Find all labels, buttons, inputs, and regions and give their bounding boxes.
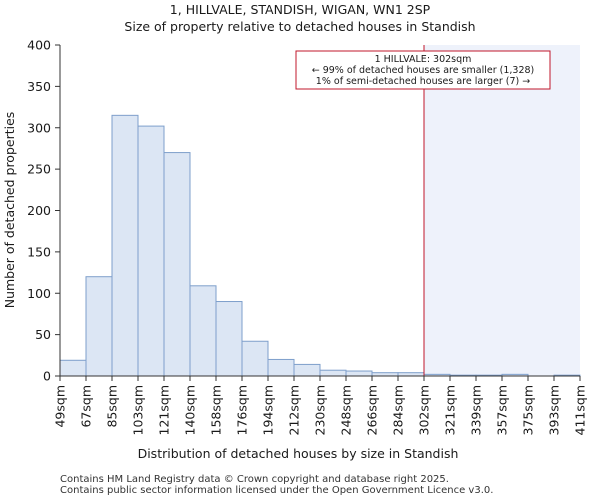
histogram-bar: [319, 369, 347, 377]
x-tick-label: 103sqm: [131, 385, 146, 435]
chart-subtitle: Size of property relative to detached ho…: [124, 19, 476, 34]
x-tick-label: 85sqm: [105, 385, 120, 428]
y-tick-label: 0: [43, 369, 51, 384]
x-tick-label: 375sqm: [521, 385, 536, 435]
x-tick-label: 248sqm: [339, 385, 354, 435]
chart-title: 1, HILLVALE, STANDISH, WIGAN, WN1 2SP: [169, 2, 431, 17]
x-tick-label: 194sqm: [261, 385, 276, 435]
y-tick-label: 150: [27, 244, 51, 259]
x-tick-label: 411sqm: [573, 385, 588, 435]
y-tick-label: 350: [27, 79, 51, 94]
x-tick-label: 121sqm: [157, 385, 172, 435]
y-tick-label: 100: [27, 286, 51, 301]
histogram-bar: [137, 125, 165, 377]
x-tick-label: 393sqm: [547, 385, 562, 435]
y-tick-label: 400: [27, 38, 51, 53]
x-tick-label: 266sqm: [365, 385, 380, 435]
highlight-region: [424, 45, 580, 376]
y-axis-label: Number of detached properties: [2, 112, 17, 309]
y-tick-label: 50: [35, 327, 51, 342]
annotation-line-3: 1% of semi-detached houses are larger (7…: [316, 76, 530, 87]
histogram-bar: [111, 114, 139, 377]
x-tick-label: 339sqm: [469, 385, 484, 435]
histogram-bar: [163, 152, 191, 377]
histogram-bar: [241, 340, 269, 377]
annotation-line-1: 1 HILLVALE: 302sqm: [375, 54, 472, 65]
histogram-bar: [267, 358, 295, 377]
y-tick-label: 250: [27, 162, 51, 177]
x-tick-label: 212sqm: [287, 385, 302, 435]
histogram-bar: [85, 276, 113, 377]
x-tick-label: 49sqm: [53, 385, 68, 428]
x-tick-label: 284sqm: [391, 385, 406, 435]
histogram-bar: [293, 363, 321, 377]
x-tick-label: 357sqm: [495, 385, 510, 435]
y-tick-label: 200: [27, 203, 51, 218]
histogram-bar: [215, 301, 243, 377]
histogram-bar: [189, 285, 217, 377]
x-tick-label: 176sqm: [235, 385, 250, 435]
x-tick-label: 302sqm: [417, 385, 432, 435]
histogram-bar: [345, 370, 373, 377]
footer-licence: Contains public sector information licen…: [60, 485, 494, 496]
y-tick-label: 300: [27, 120, 51, 135]
marker-annotation: 1 HILLVALE: 302sqm ← 99% of detached hou…: [295, 50, 551, 90]
x-axis-label: Distribution of detached houses by size …: [138, 446, 459, 461]
x-tick-label: 158sqm: [209, 385, 224, 435]
footer-copyright: Contains HM Land Registry data © Crown c…: [60, 474, 449, 485]
x-tick-label: 230sqm: [313, 385, 328, 435]
x-tick-label: 67sqm: [79, 385, 94, 428]
histogram-bar: [59, 359, 87, 377]
annotation-border: [295, 50, 551, 90]
x-tick-label: 321sqm: [443, 385, 458, 435]
x-tick-label: 140sqm: [183, 385, 198, 435]
annotation-line-2: ← 99% of detached houses are smaller (1,…: [312, 65, 535, 76]
